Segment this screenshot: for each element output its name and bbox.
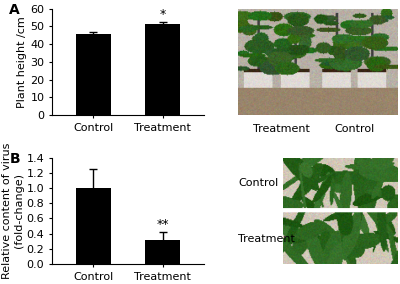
Text: Control: Control: [335, 124, 375, 133]
Bar: [76, 188, 111, 264]
Text: **: **: [156, 218, 169, 231]
Text: A: A: [10, 3, 20, 17]
Text: Treatment: Treatment: [253, 124, 310, 133]
Text: B: B: [10, 152, 20, 166]
Y-axis label: Relative content of virus
(fold-change): Relative content of virus (fold-change): [2, 143, 24, 279]
Text: *: *: [160, 8, 166, 21]
Text: Control: Control: [238, 178, 278, 188]
Bar: [76, 34, 111, 115]
Bar: [145, 240, 180, 264]
Y-axis label: Plant height /cm: Plant height /cm: [18, 16, 28, 108]
Text: Treatment: Treatment: [238, 233, 295, 244]
Bar: [145, 24, 180, 115]
